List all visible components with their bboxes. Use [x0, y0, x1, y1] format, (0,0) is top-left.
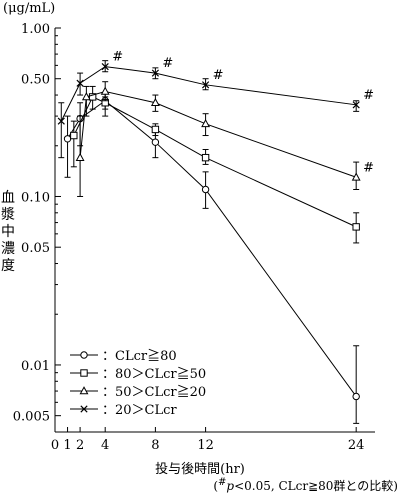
y-tick-label: 0.05	[21, 241, 50, 256]
y-tick-label: 0.01	[21, 359, 50, 374]
significance-mark: #	[112, 50, 123, 65]
x-tick-label: 2	[76, 438, 84, 453]
y-tick-label: 0.50	[21, 73, 50, 88]
data-point	[150, 97, 160, 107]
data-point	[352, 392, 360, 401]
legend-label: ：50＞CLcr≧20	[102, 384, 206, 400]
significance-mark: #	[363, 160, 374, 175]
y-tick-label: 1.00	[21, 22, 50, 37]
data-point	[75, 152, 85, 161]
data-point	[76, 79, 84, 87]
legend-marker	[80, 369, 88, 377]
series-line	[79, 90, 357, 178]
legend-marker	[80, 405, 88, 413]
data-point	[151, 138, 160, 146]
data-point	[70, 131, 78, 140]
data-point	[351, 172, 361, 181]
x-tick-label: 24	[348, 438, 365, 453]
data-point	[63, 135, 72, 143]
data-point	[151, 69, 160, 77]
data-point	[88, 93, 97, 101]
x-axis-label: 投与後時間(hr)	[155, 462, 245, 477]
data-point	[201, 81, 210, 89]
x-tick-label: 12	[197, 438, 214, 453]
x-tick-label: 1	[63, 438, 71, 453]
legend-label: ：80＞CLcr≧50	[102, 366, 206, 382]
data-point	[100, 86, 110, 95]
x-tick-label: 4	[101, 438, 109, 453]
y-tick-label: 0.005	[13, 410, 50, 425]
data-point	[352, 101, 360, 109]
significance-mark: #	[162, 56, 173, 71]
y-tick-label: 0.10	[21, 190, 50, 205]
series-line	[60, 66, 357, 122]
data-point	[151, 125, 160, 134]
data-point	[201, 185, 210, 194]
y-axis-unit: (μg/mL)	[3, 1, 56, 16]
data-point	[352, 223, 360, 231]
legend-label: ：CLcr≧80	[102, 348, 177, 364]
legend-label: ：20＞CLcr	[102, 403, 177, 418]
series-line	[73, 96, 357, 228]
legend-marker	[80, 351, 88, 359]
data-point	[57, 117, 65, 125]
x-tick-label: 8	[151, 438, 159, 453]
data-point	[101, 62, 109, 71]
data-point	[201, 153, 210, 162]
y-axis-label: 血漿中濃度	[1, 190, 15, 274]
legend-marker	[79, 386, 89, 395]
x-tick-label: 0	[51, 438, 59, 453]
data-point	[201, 118, 211, 128]
data-point	[81, 92, 91, 101]
footnote: (#p<0.05, CLcr≧80群との比較)	[213, 477, 398, 493]
significance-mark: #	[363, 88, 374, 103]
significance-mark: #	[213, 68, 224, 83]
series-line	[67, 100, 357, 397]
